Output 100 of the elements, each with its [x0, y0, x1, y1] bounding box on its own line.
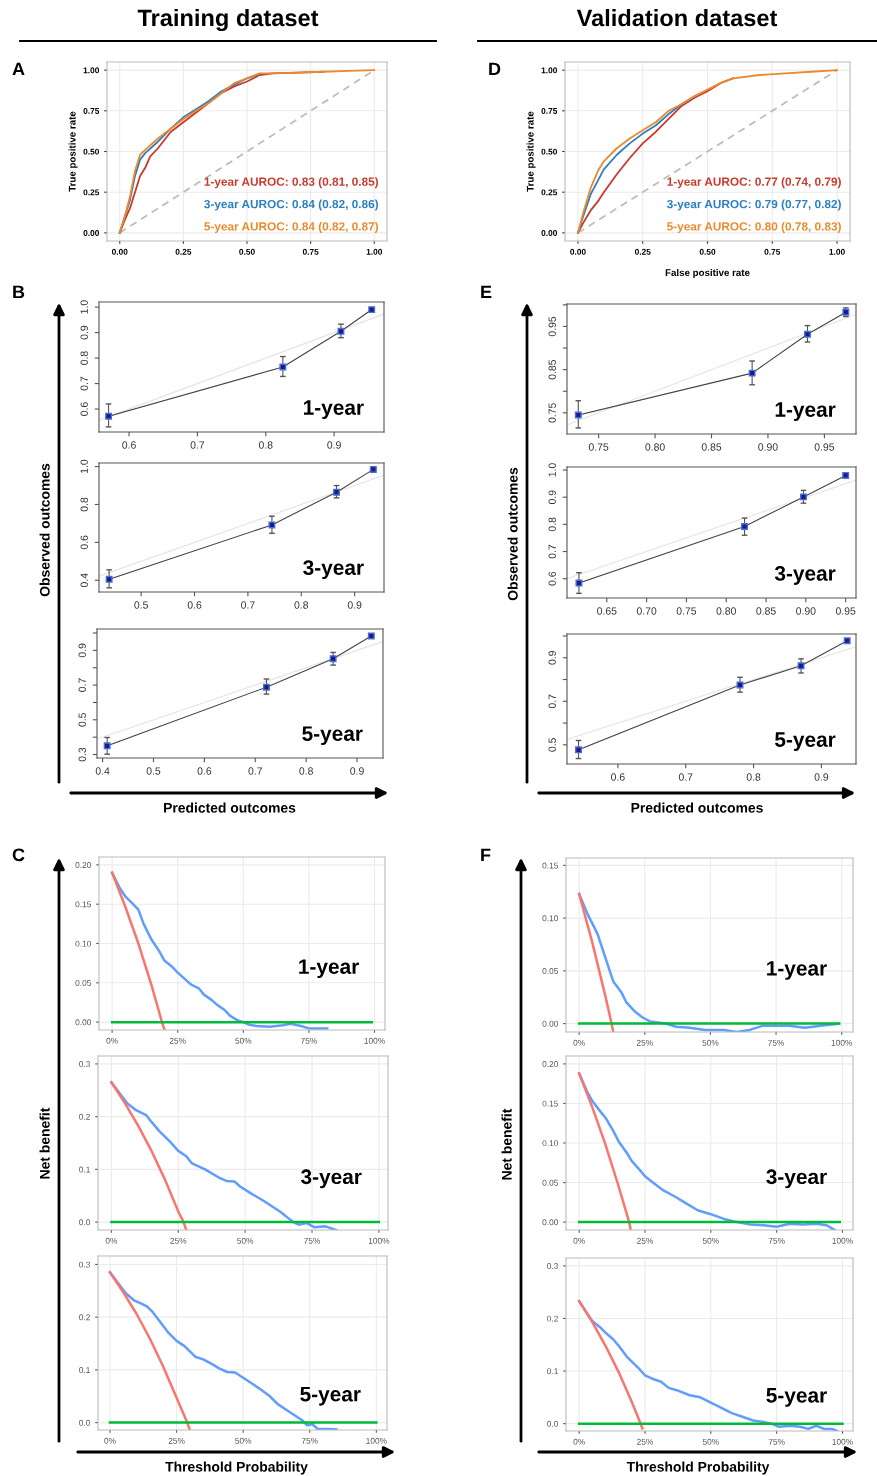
line-series [108, 1271, 192, 1430]
x-tick-label: 25% [168, 1437, 185, 1444]
x-tick-label: 50% [702, 1438, 719, 1445]
x-tick-label: 1.00 [366, 248, 383, 255]
text: 5-year AUROC: 0.84 (0.82, 0.87) [204, 221, 379, 233]
y-tick-label: 0.6 [548, 571, 556, 586]
x-tick-label: 75% [301, 1437, 318, 1444]
text: 3-year AUROC: 0.79 (0.77, 0.82) [666, 199, 841, 211]
y-tick-label: 0.15 [542, 1100, 559, 1107]
x-tick-label: 0.00 [111, 248, 128, 255]
point [279, 363, 287, 371]
y-tick-label: 1.0 [80, 300, 88, 314]
y-tick-label: 0.6 [80, 535, 88, 550]
y-tick-label: 0.00 [75, 1019, 92, 1026]
x-tick-label: 0.4 [95, 767, 110, 775]
x-tick-label: 25% [637, 1438, 654, 1445]
y-tick-label: 0.75 [548, 403, 556, 423]
x-axis-title: Threshold Probability [165, 1461, 308, 1475]
y-tick-label: 0.85 [548, 359, 556, 380]
text: B [13, 285, 25, 299]
y-tick-label: 0.5 [78, 713, 86, 727]
x-tick-label: 0.9 [814, 773, 829, 781]
x-tick-label: 0.8 [746, 773, 761, 781]
x-tick-label: 0.95 [835, 607, 856, 615]
point [799, 493, 807, 501]
y-tick-label: 0.20 [542, 1061, 559, 1068]
y-tick-label: 0.7 [78, 678, 86, 692]
point [797, 662, 805, 670]
line-series [110, 871, 166, 1030]
x-tick-label: 0.7 [678, 773, 693, 781]
x-tick-label: 0% [573, 1039, 585, 1046]
x-tick-label: 0.8 [299, 767, 313, 775]
point [574, 411, 582, 419]
annotation: 3-year [766, 1169, 827, 1189]
x-tick-label: 0.7 [248, 767, 262, 775]
text: D [489, 62, 501, 76]
x-tick-label: 0.9 [350, 767, 364, 775]
text: A [12, 62, 25, 76]
line-series [577, 1299, 644, 1430]
y-tick-label: 0.3 [79, 1261, 90, 1268]
x-tick-label: 0.6 [197, 767, 212, 775]
x-tick-label: 50% [702, 1039, 719, 1046]
point [367, 632, 375, 640]
x-tick-label: 0.25 [634, 248, 651, 255]
x-tick-label: 0.90 [758, 443, 778, 451]
point [803, 330, 811, 338]
y-tick-label: 0.00 [542, 1219, 559, 1226]
x-tick-label: 0.8 [258, 441, 273, 449]
y-axis-title: True positive rate [68, 111, 78, 192]
x-axis-title: Threshold Probability [626, 1461, 770, 1475]
x-tick-label: 0.85 [756, 607, 776, 615]
y-tick-label: 0.15 [542, 862, 559, 869]
annotation: 5-year [300, 1386, 361, 1406]
annotation: 5-year [775, 732, 836, 751]
y-tick-label: 0.0 [79, 1219, 91, 1226]
y-tick-label: 0.50 [83, 148, 100, 155]
point [268, 521, 276, 529]
y-tick-label: 0.0 [547, 1420, 559, 1427]
annotation: 1-year [303, 400, 364, 419]
y-tick-label: 0.3 [79, 1061, 90, 1068]
x-tick-label: 50% [235, 1437, 252, 1444]
y-tick-label: 0.2 [79, 1314, 90, 1321]
x-tick-label: 0.00 [570, 248, 586, 255]
y-tick-label: 0.10 [75, 940, 92, 947]
y-tick-label: 0.9 [548, 650, 556, 665]
x-tick-label: 0.7 [190, 441, 205, 449]
x-tick-label: 25% [169, 1037, 186, 1044]
chart-title: Validation dataset [576, 9, 778, 27]
y-tick-label: 0.95 [548, 316, 556, 337]
y-tick-label: 0.7 [548, 544, 556, 559]
y-tick-label: 0.20 [75, 862, 92, 868]
point [105, 412, 113, 420]
text: 1-year AUROC: 0.77 (0.74, 0.79) [667, 177, 841, 189]
point [736, 681, 744, 689]
y-tick-label: 0.05 [542, 968, 559, 974]
y-tick-label: 0.75 [541, 108, 558, 114]
point [368, 306, 376, 314]
point [575, 746, 583, 754]
x-tick-label: 0.5 [146, 767, 161, 775]
y-tick-label: 0.7 [548, 694, 556, 709]
x-tick-label: 50% [237, 1237, 254, 1244]
point [329, 655, 337, 663]
y-tick-label: 1.00 [541, 67, 558, 74]
y-tick-label: 1.0 [80, 459, 88, 474]
y-axis-title: Net benefit [39, 1107, 50, 1179]
x-tick-label: 75% [768, 1237, 785, 1244]
x-tick-label: 0.80 [645, 443, 665, 451]
y-tick-label: 0.2 [547, 1315, 558, 1322]
x-tick-label: 50% [235, 1037, 252, 1044]
x-tick-label: 25% [636, 1039, 653, 1046]
point [337, 327, 345, 335]
x-tick-label: 25% [170, 1237, 187, 1244]
text: E [481, 285, 492, 299]
annotation: 1-year [767, 961, 827, 980]
y-axis-title: Observed outcomes [39, 463, 50, 597]
y-tick-label: 0.4 [80, 573, 88, 588]
x-tick-label: 0.75 [676, 607, 697, 615]
y-tick-label: 0.75 [83, 108, 100, 114]
annotation: 5-year [766, 1388, 827, 1407]
x-tick-label: 0.75 [588, 443, 609, 451]
